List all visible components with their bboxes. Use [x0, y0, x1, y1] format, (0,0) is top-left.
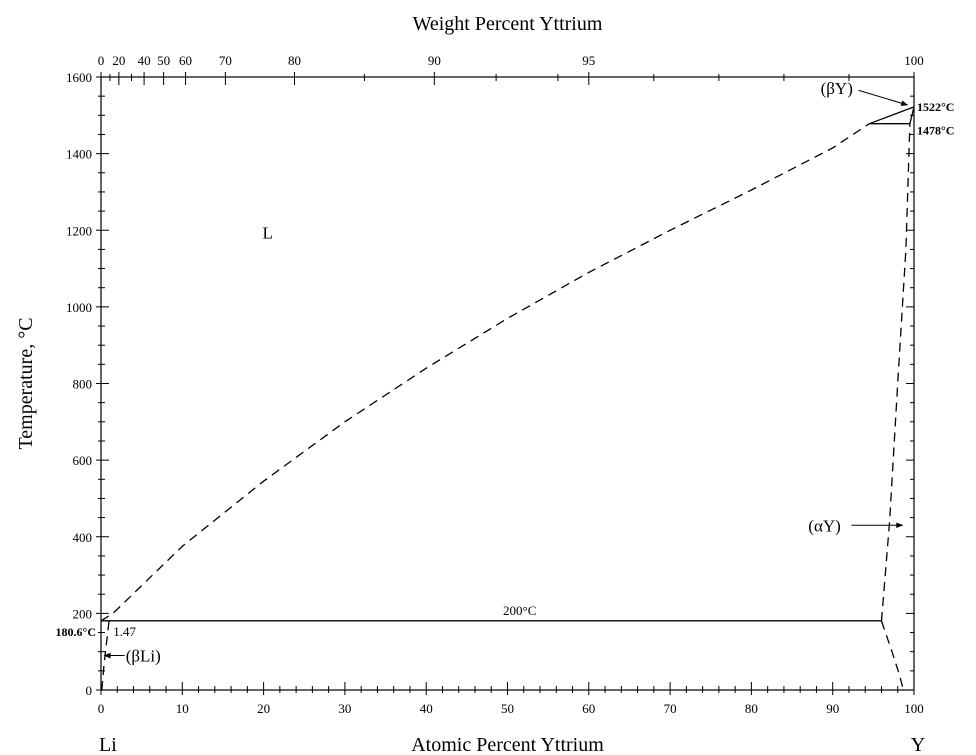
- series-beta_y_boundary: [909, 106, 915, 124]
- y-tick-label: 1200: [66, 223, 92, 238]
- series-beta_y_liquidus: [869, 106, 915, 125]
- annotation-monotectic: 200°C: [503, 603, 536, 618]
- y-tick-label: 400: [73, 530, 93, 545]
- x-axis-title: Atomic Percent Yttrium: [411, 734, 604, 755]
- series-alpha_y_low: [880, 620, 905, 691]
- x-tick-label: 30: [338, 701, 351, 716]
- right-element-label: Y: [911, 734, 925, 755]
- top-tick-label: 70: [219, 53, 232, 68]
- phase-label-beta-y: (βY): [821, 79, 853, 98]
- annotation-y-melt: 1522°C: [917, 100, 954, 114]
- top-tick-label: 80: [288, 53, 301, 68]
- left-element-label: Li: [99, 734, 117, 755]
- top-tick-label: 100: [904, 53, 924, 68]
- y-tick-label: 0: [86, 683, 93, 698]
- top-axis-title: Weight Percent Yttrium: [413, 13, 603, 35]
- x-tick-label: 70: [664, 701, 677, 716]
- top-tick-label: 90: [428, 53, 441, 68]
- phase-label-beta-li: (βLi): [126, 647, 161, 666]
- beta-y-arrow: [858, 89, 909, 106]
- top-tick-label: 95: [582, 53, 595, 68]
- x-tick-label: 50: [501, 701, 514, 716]
- y-tick-label: 1600: [66, 70, 92, 85]
- x-tick-label: 100: [904, 701, 924, 716]
- top-tick-label: 0: [98, 53, 105, 68]
- x-tick-label: 90: [826, 701, 839, 716]
- x-tick-label: 20: [257, 701, 270, 716]
- y-tick-label: 600: [73, 453, 93, 468]
- phase-label-liquid: L: [262, 223, 272, 242]
- x-tick-label: 60: [582, 701, 595, 716]
- top-tick-label: 50: [157, 53, 170, 68]
- series-liquidus: [100, 123, 870, 622]
- y-tick-label: 200: [73, 606, 93, 621]
- x-tick-label: 10: [176, 701, 189, 716]
- x-tick-label: 80: [745, 701, 758, 716]
- y-axis-title: Temperature, °C: [15, 317, 37, 449]
- x-tick-label: 0: [98, 701, 105, 716]
- top-tick-label: 40: [138, 53, 151, 68]
- phase-label-alpha-y: (αY): [808, 516, 841, 535]
- annotation-li-solubility: 1.47: [113, 624, 136, 639]
- top-tick-label: 60: [179, 53, 192, 68]
- x-tick-label: 40: [420, 701, 433, 716]
- y-tick-label: 800: [73, 377, 93, 392]
- annotation-li-melt: 180.6°C: [56, 625, 96, 639]
- annotation-y-transform: 1478°C: [917, 124, 954, 138]
- y-tick-label: 1000: [66, 300, 92, 315]
- series-alpha_y_solvus: [880, 123, 911, 622]
- y-tick-label: 1400: [66, 147, 92, 162]
- top-tick-label: 20: [112, 53, 125, 68]
